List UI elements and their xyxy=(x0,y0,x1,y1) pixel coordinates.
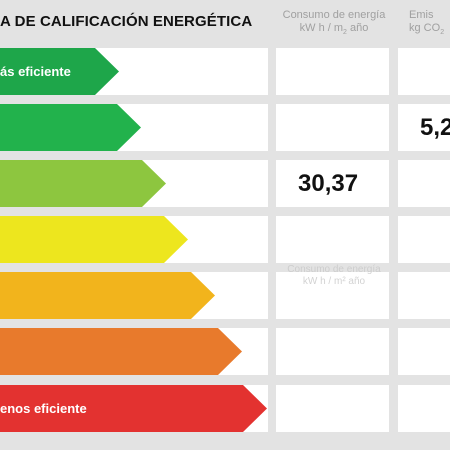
consumo-cell: 30,37 xyxy=(276,160,389,207)
rating-arrow-shape xyxy=(0,385,267,432)
rating-arrow-label: ás eficiente xyxy=(0,64,71,79)
emisiones-value: 5,2 xyxy=(420,114,450,141)
consumo-column-header: Consumo de energía kW h / m2 año xyxy=(275,9,393,39)
rating-arrow-label: enos eficiente xyxy=(0,401,87,416)
rating-arrow-shape xyxy=(0,48,119,95)
rating-arrow xyxy=(0,160,166,207)
consumo-header-line1: Consumo de energía xyxy=(282,9,386,21)
emisiones-cell xyxy=(398,160,450,207)
consumo-cell xyxy=(276,328,389,375)
emisiones-cell xyxy=(398,216,450,263)
rating-arrow xyxy=(0,104,141,151)
consumo-header-line2: kW h / m2 año xyxy=(299,22,369,37)
emisiones-cell: 5,2 xyxy=(398,104,450,151)
emisiones-column-header: Emis kg CO2 xyxy=(409,9,444,39)
rating-arrow xyxy=(0,328,242,375)
rating-arrow: enos eficiente xyxy=(0,385,267,432)
rating-arrow xyxy=(0,216,188,263)
rating-arrow-shape xyxy=(0,216,188,263)
consumo-value: 30,37 xyxy=(298,170,359,197)
consumo-cell xyxy=(276,216,389,263)
consumo-cell xyxy=(276,104,389,151)
rating-arrow-shape xyxy=(0,328,242,375)
consumo-cell xyxy=(276,48,389,95)
emisiones-header-line2: kg CO2 xyxy=(409,22,445,37)
consumo-cell xyxy=(276,385,389,432)
page-title: A DE CALIFICACIÓN ENERGÉTICA xyxy=(0,13,253,30)
rating-arrow: ás eficiente xyxy=(0,48,119,95)
emisiones-cell xyxy=(398,385,450,432)
emisiones-cell xyxy=(398,48,450,95)
emisiones-cell xyxy=(398,272,450,319)
emisiones-cell xyxy=(398,328,450,375)
rating-arrow-shape xyxy=(0,272,215,319)
rating-arrow-shape xyxy=(0,160,166,207)
rating-arrow-shape xyxy=(0,104,141,151)
rating-arrow xyxy=(0,272,215,319)
consumo-cell xyxy=(276,272,389,319)
ghost-header: Consumo de energía kW h / m² año xyxy=(287,264,381,287)
emisiones-header-line1: Emis xyxy=(409,9,434,21)
